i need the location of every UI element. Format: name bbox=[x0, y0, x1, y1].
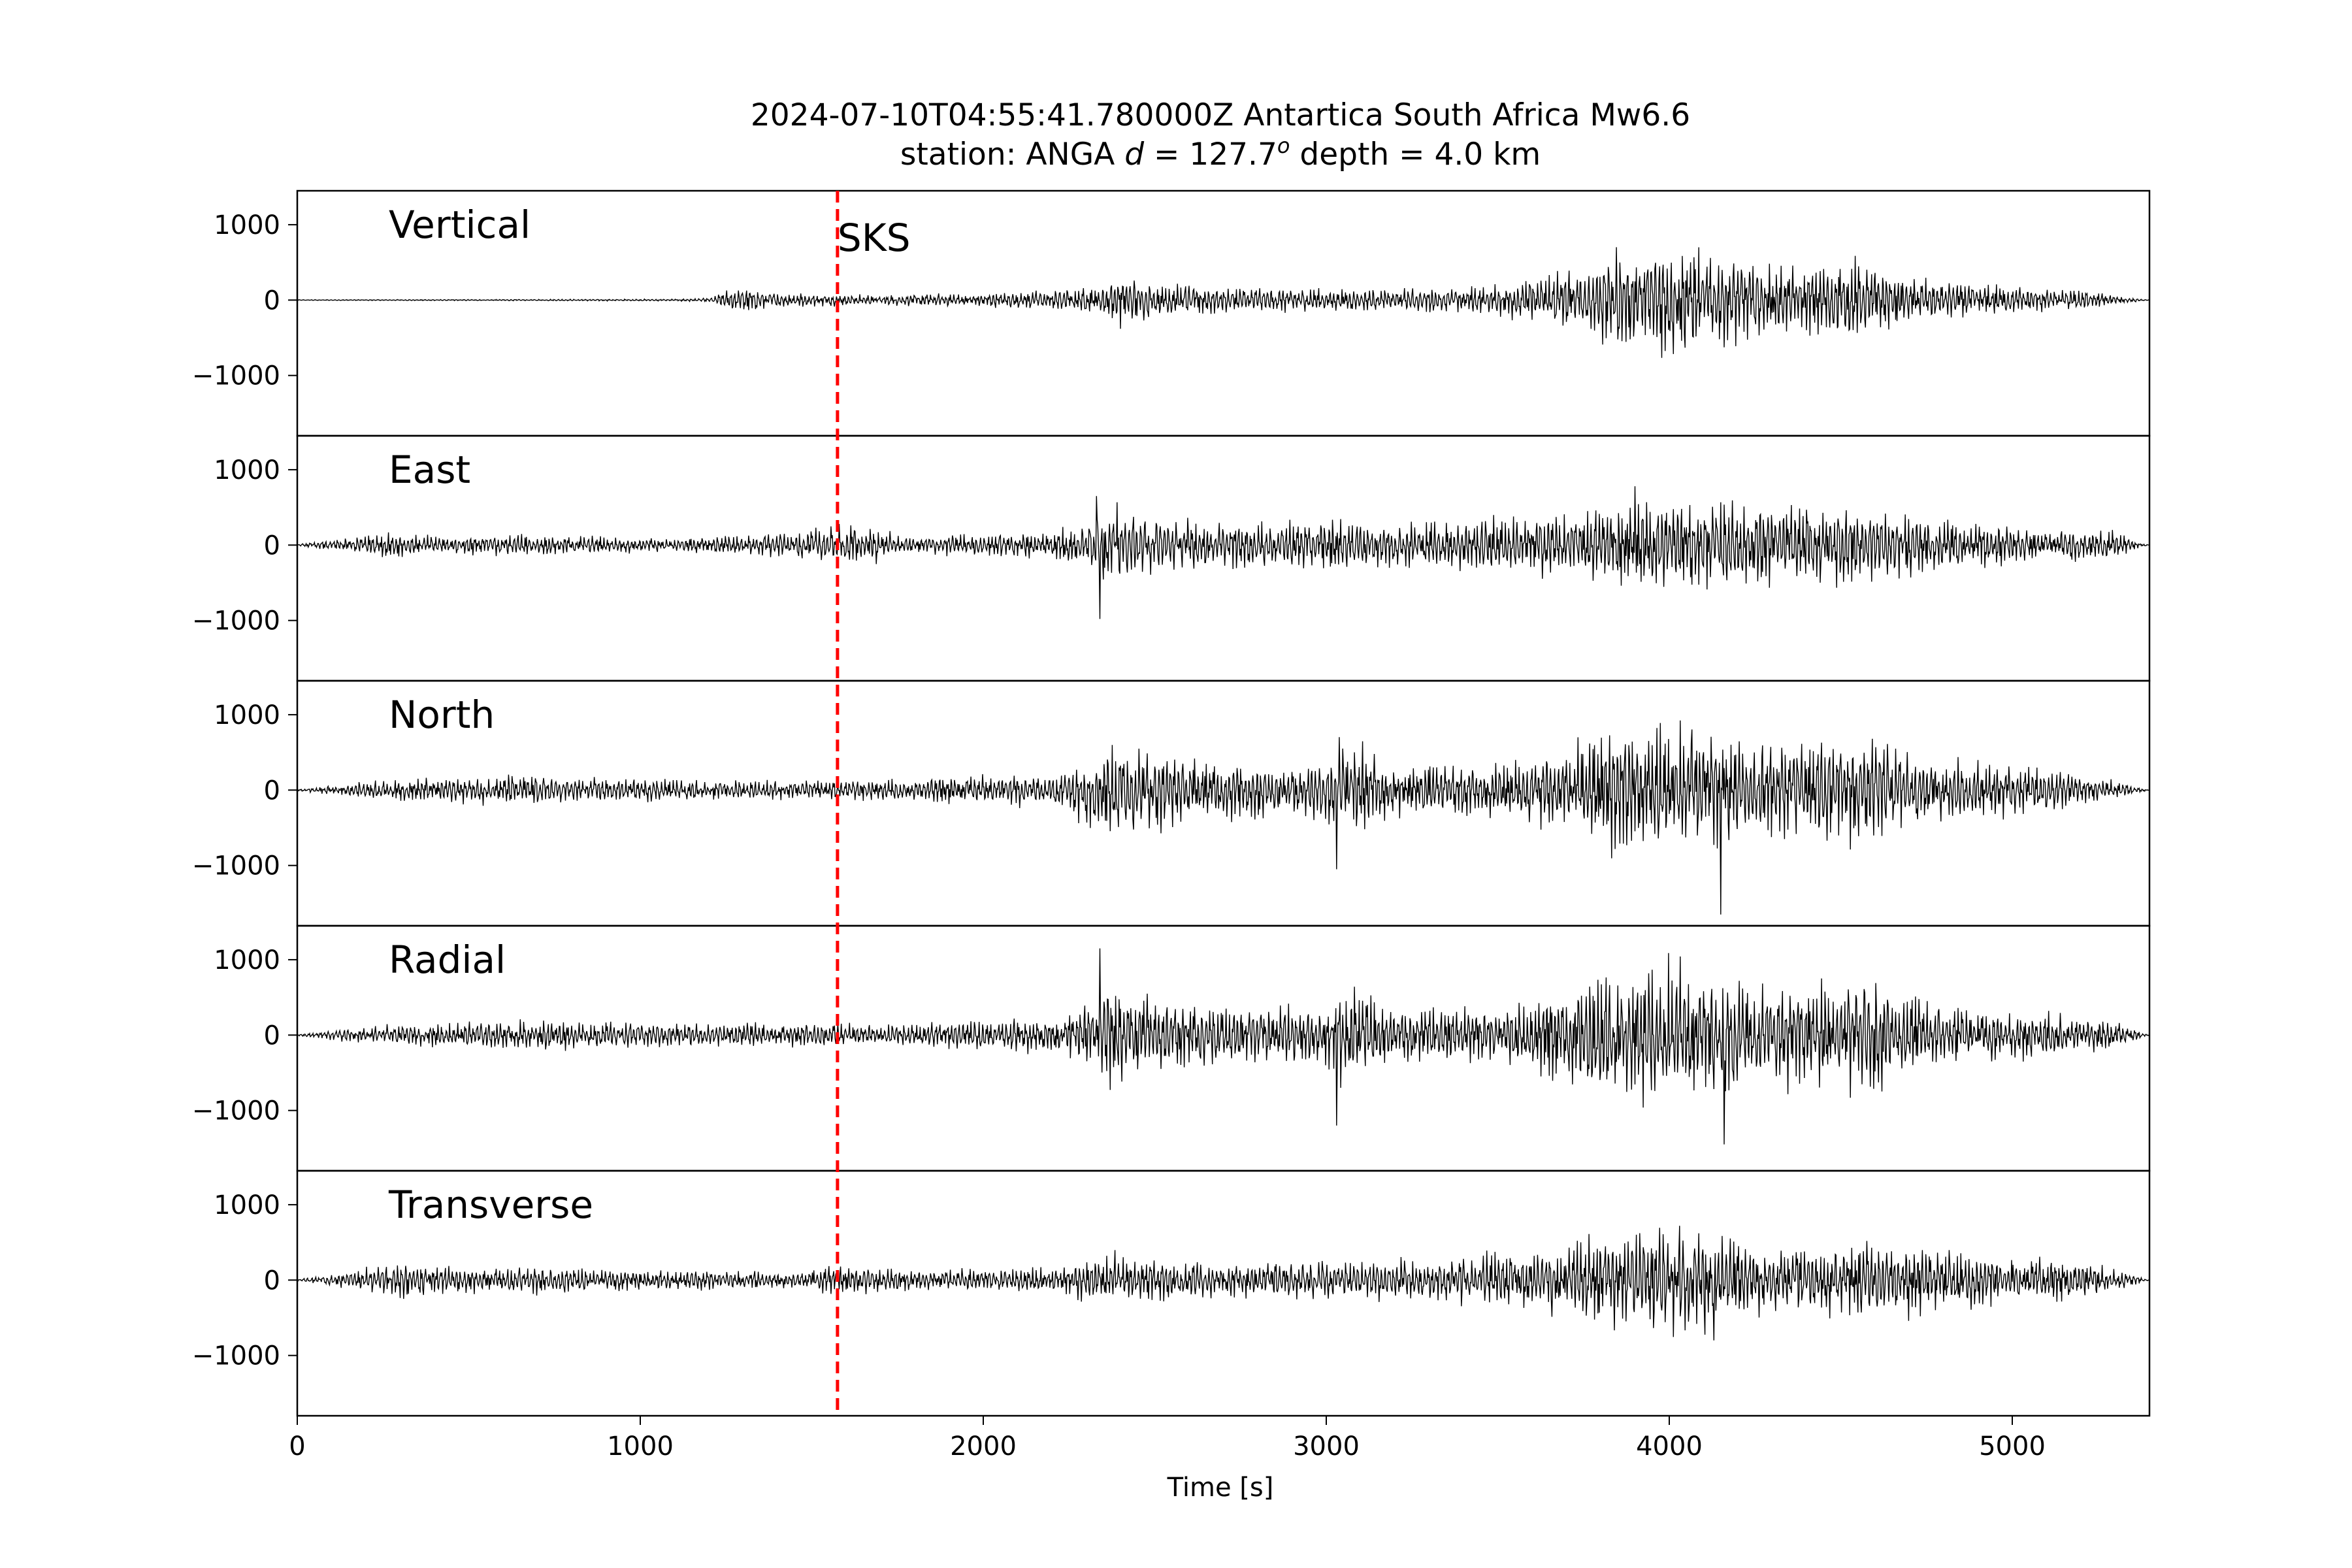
sks-marker-label: SKS bbox=[838, 216, 911, 260]
panel-frame bbox=[296, 1169, 2151, 1417]
y-tick-label: −1000 bbox=[192, 606, 280, 636]
x-tick-label: 0 bbox=[289, 1431, 305, 1462]
x-axis-label: Time [s] bbox=[1167, 1473, 1274, 1503]
y-tick-label: 1000 bbox=[214, 700, 280, 730]
waveform-vertical bbox=[297, 247, 2150, 358]
waveform-north bbox=[297, 720, 2149, 915]
title-distance-symbol: d bbox=[1124, 137, 1145, 172]
x-tick-label: 2000 bbox=[950, 1431, 1017, 1462]
component-label: Transverse bbox=[388, 1183, 593, 1227]
component-label: Radial bbox=[389, 938, 506, 982]
x-tick-label: 3000 bbox=[1293, 1431, 1360, 1462]
y-tick-label: 1000 bbox=[214, 210, 280, 240]
title-station: station: ANGA bbox=[900, 137, 1124, 172]
figure-title-line1: 2024-07-10T04:55:41.780000Z Antartica So… bbox=[751, 97, 1690, 133]
sks-phase-marker: SKS bbox=[836, 191, 911, 1416]
y-tick-label: 0 bbox=[264, 776, 280, 806]
x-tick-label: 5000 bbox=[1979, 1431, 2046, 1462]
y-tick-label: 0 bbox=[264, 1021, 280, 1051]
component-label: Vertical bbox=[389, 203, 531, 247]
trace-panels: Vertical 1000 0 −1000 East 1000 0 −1000 North 100… bbox=[192, 189, 2151, 1417]
y-tick-label: 0 bbox=[264, 531, 280, 561]
x-tick-label: 1000 bbox=[607, 1431, 674, 1462]
x-axis: 0 1000 2000 3000 4000 5000 bbox=[289, 1416, 2046, 1462]
panel-frame bbox=[296, 189, 2151, 437]
y-tick-label: 1000 bbox=[214, 1190, 280, 1220]
panel-east: East 1000 0 −1000 bbox=[192, 434, 2151, 682]
title-depth: depth = 4.0 km bbox=[1290, 137, 1541, 172]
waveform-east bbox=[297, 486, 2150, 619]
title-degree-sup: o bbox=[1277, 133, 1290, 158]
component-label: East bbox=[389, 448, 470, 492]
x-tick-label: 4000 bbox=[1636, 1431, 1703, 1462]
panel-transverse: Transverse 1000 0 −1000 bbox=[192, 1169, 2151, 1417]
panel-north: North 1000 0 −1000 bbox=[192, 679, 2151, 927]
y-tick-label: −1000 bbox=[192, 851, 280, 881]
panel-radial: Radial 1000 0 −1000 bbox=[192, 924, 2151, 1172]
component-label: North bbox=[389, 693, 495, 737]
y-tick-label: 0 bbox=[264, 286, 280, 316]
waveform-radial bbox=[297, 948, 2149, 1145]
panel-vertical: Vertical 1000 0 −1000 bbox=[192, 189, 2151, 437]
waveform-transverse bbox=[297, 1226, 2150, 1341]
y-tick-label: −1000 bbox=[192, 361, 280, 391]
figure-title-line2: station: ANGA d = 127.7o depth = 4.0 km bbox=[900, 133, 1541, 172]
y-tick-label: 0 bbox=[264, 1266, 280, 1296]
title-distance-value: = 127.7 bbox=[1144, 137, 1277, 172]
y-tick-label: −1000 bbox=[192, 1341, 280, 1371]
y-tick-label: 1000 bbox=[214, 945, 280, 975]
y-tick-label: −1000 bbox=[192, 1096, 280, 1126]
y-tick-label: 1000 bbox=[214, 455, 280, 485]
